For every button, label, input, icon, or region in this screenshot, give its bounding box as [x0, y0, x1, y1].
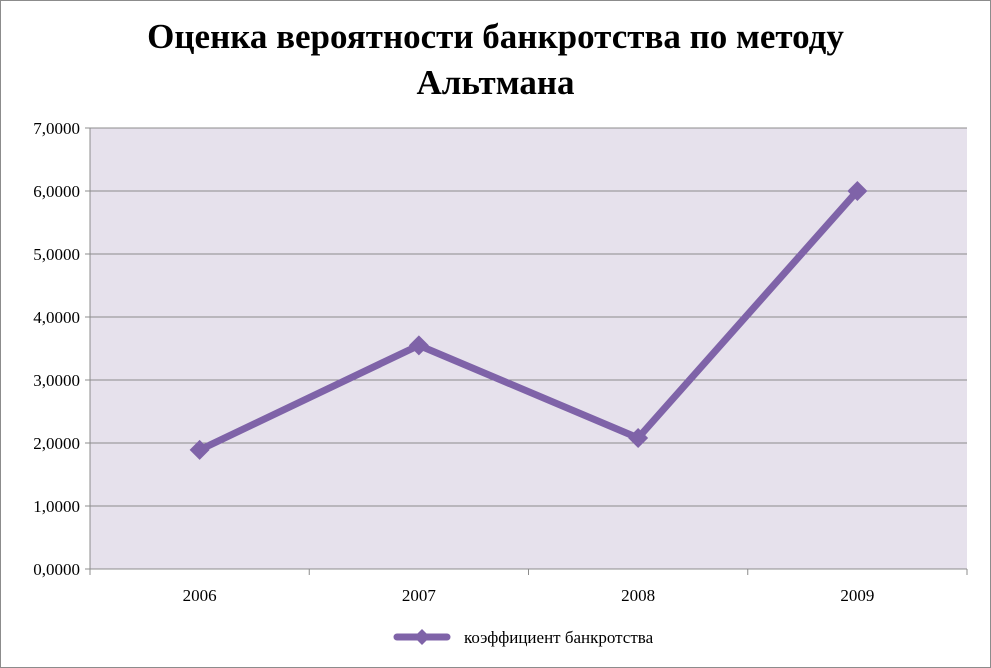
- y-tick-label: 0,0000: [33, 560, 80, 579]
- legend-label: коэффициент банкротства: [464, 628, 654, 647]
- plot-area: [90, 127, 967, 570]
- chart-title-line2: Альтмана: [416, 63, 575, 102]
- y-tick-label: 4,0000: [33, 308, 80, 327]
- data-point-marker: [408, 335, 429, 356]
- series-line: [196, 187, 861, 454]
- x-tick-label: 2008: [621, 586, 655, 605]
- x-tick-label: 2006: [183, 586, 217, 605]
- x-axis: 2006 2007 2008 2009: [89, 568, 968, 605]
- x-tick-label: 2007: [402, 586, 437, 605]
- chart-title: Оценка вероятности банкротства по методу…: [0, 14, 991, 106]
- series-layer: [189, 181, 868, 460]
- plot-background: [90, 128, 967, 569]
- data-point-marker: [628, 427, 649, 448]
- chart-title-line1: Оценка вероятности банкротства по методу: [147, 17, 844, 56]
- y-tick-label: 7,0000: [33, 119, 80, 138]
- y-tick-label: 2,0000: [33, 434, 80, 453]
- y-axis: 0,0000 1,0000 2,0000 3,0000 4,0000 5,0000 6,00…: [33, 119, 91, 579]
- y-tick-label: 1,0000: [33, 497, 80, 516]
- data-point-marker: [189, 439, 210, 460]
- y-tick-label: 6,0000: [33, 182, 80, 201]
- legend: коэффициент банкротства: [393, 628, 654, 647]
- data-point-marker: [847, 181, 868, 201]
- legend-swatch-marker: [414, 629, 430, 645]
- y-tick-label: 3,0000: [33, 371, 80, 390]
- x-tick-label: 2009: [840, 586, 874, 605]
- y-tick-label: 5,0000: [33, 245, 80, 264]
